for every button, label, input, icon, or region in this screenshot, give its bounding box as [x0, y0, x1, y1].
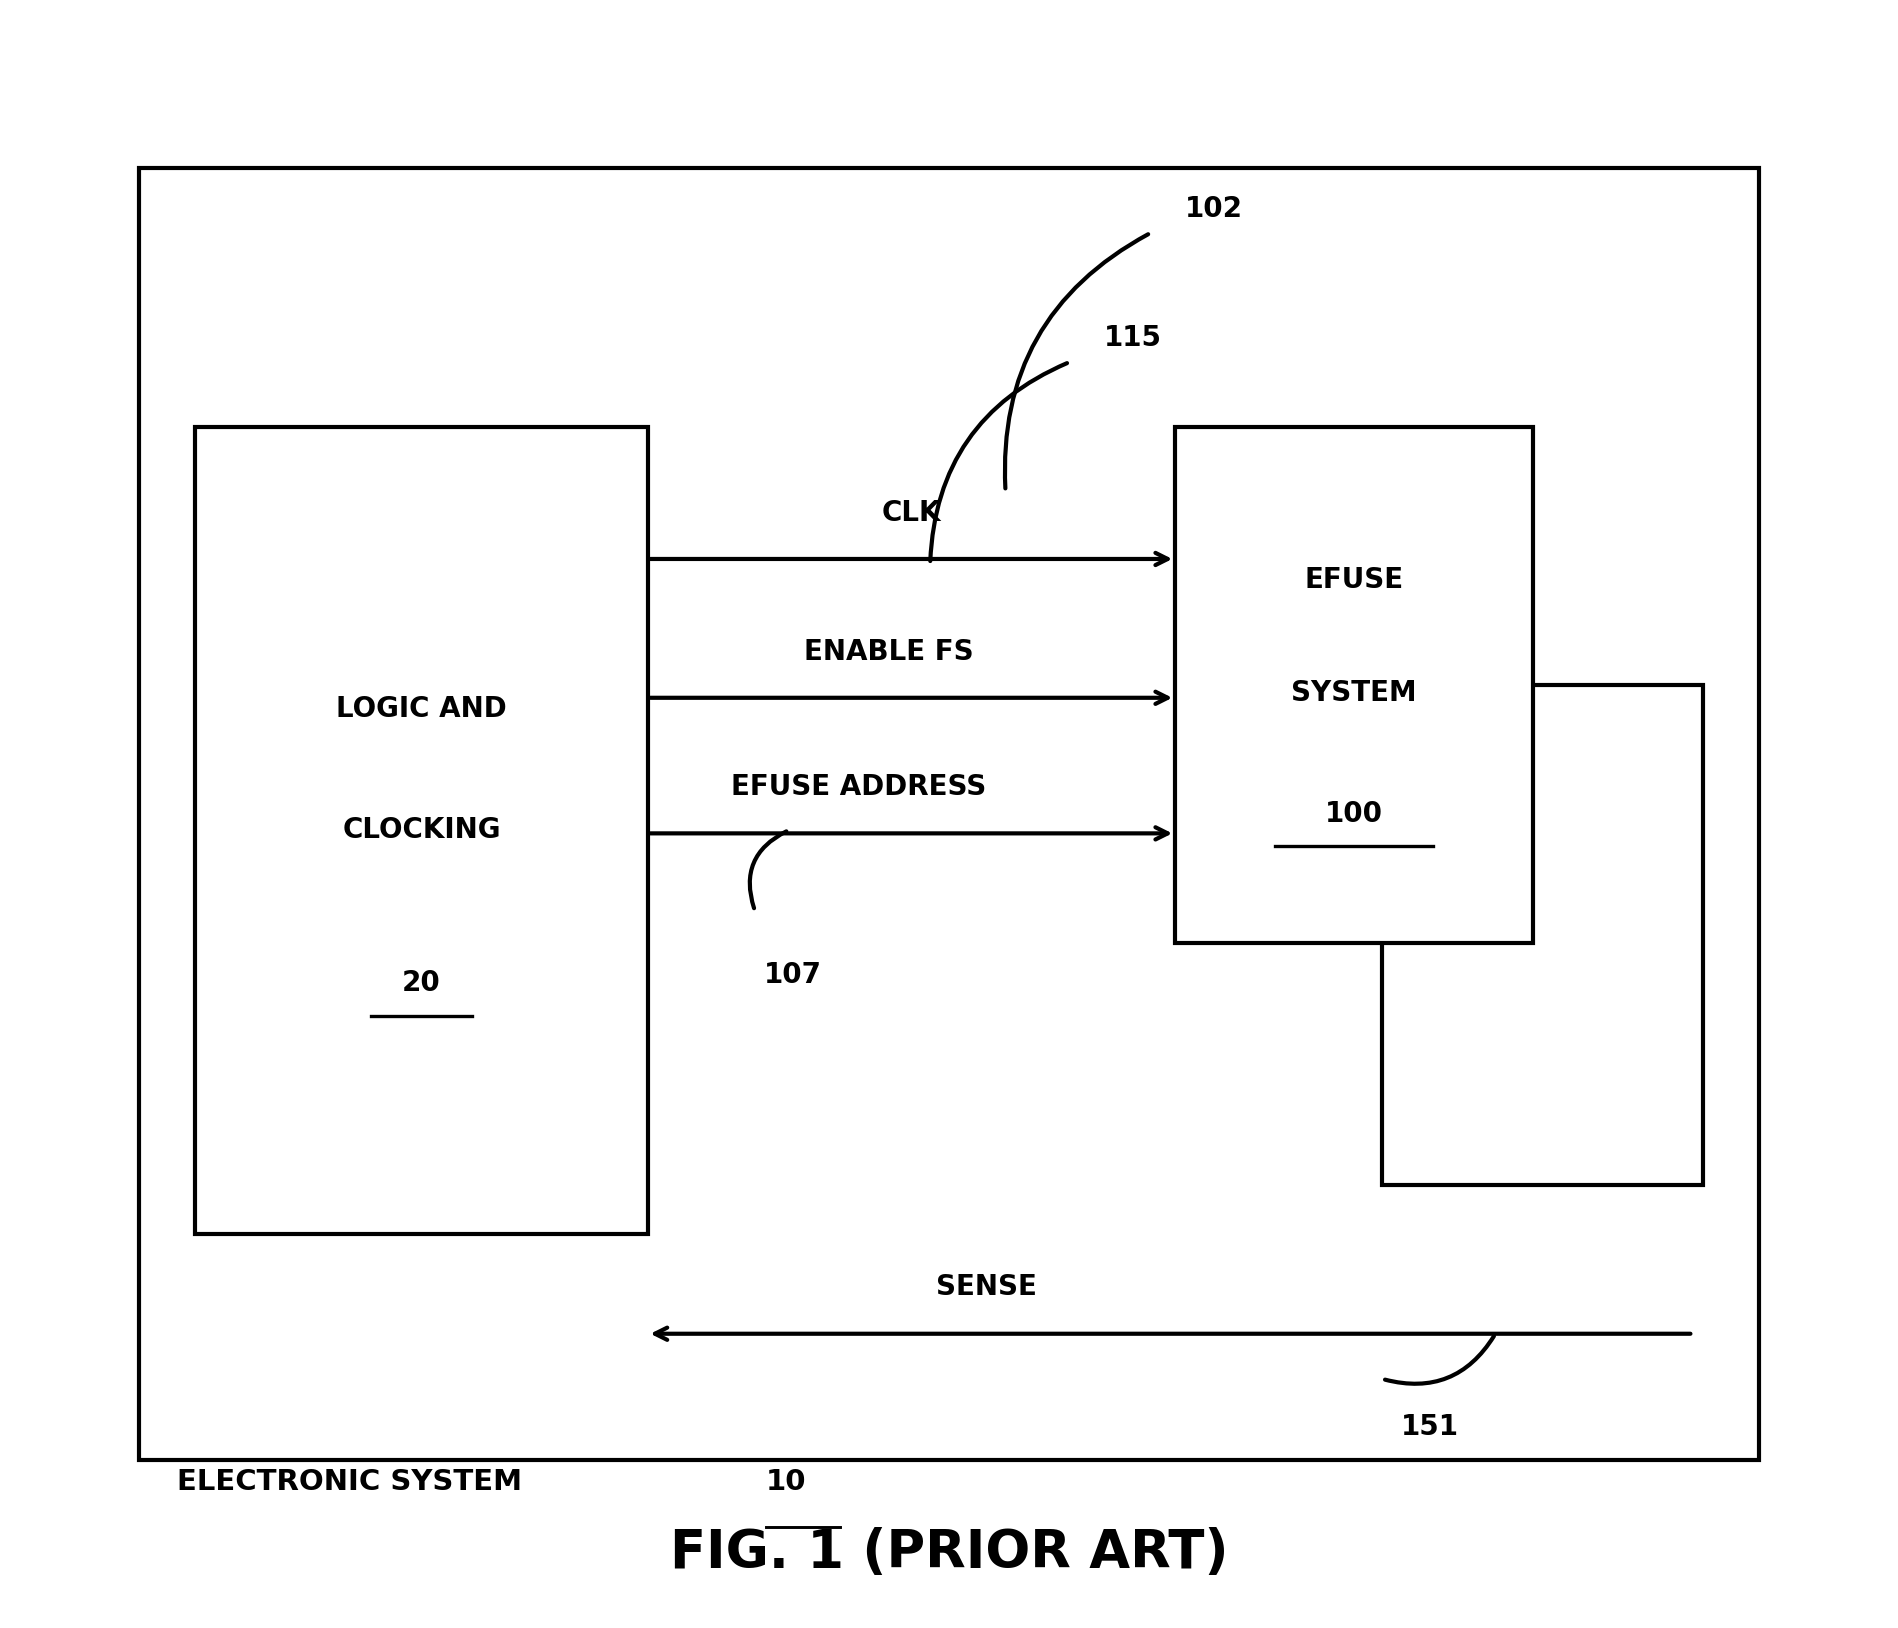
Text: CLOCKING: CLOCKING — [342, 816, 501, 845]
Text: 10: 10 — [767, 1468, 807, 1496]
Text: CLK: CLK — [881, 498, 941, 527]
Text: ENABLE FS: ENABLE FS — [805, 638, 974, 666]
Text: 102: 102 — [1184, 195, 1243, 223]
Text: ELECTRONIC SYSTEM: ELECTRONIC SYSTEM — [177, 1468, 531, 1496]
FancyBboxPatch shape — [1175, 427, 1534, 943]
Text: SENSE: SENSE — [936, 1273, 1036, 1301]
Text: EFUSE ADDRESS: EFUSE ADDRESS — [731, 773, 987, 801]
Text: 151: 151 — [1401, 1413, 1460, 1441]
Text: LOGIC AND: LOGIC AND — [336, 695, 507, 723]
FancyBboxPatch shape — [195, 427, 647, 1234]
Text: 20: 20 — [402, 970, 440, 998]
Text: 107: 107 — [765, 962, 822, 990]
Text: SYSTEM: SYSTEM — [1291, 679, 1418, 707]
FancyBboxPatch shape — [1382, 685, 1703, 1185]
FancyBboxPatch shape — [139, 168, 1759, 1460]
Text: FIG. 1 (PRIOR ART): FIG. 1 (PRIOR ART) — [670, 1527, 1228, 1579]
Text: 115: 115 — [1103, 324, 1162, 352]
Text: EFUSE: EFUSE — [1304, 567, 1405, 594]
Text: 100: 100 — [1325, 799, 1384, 829]
